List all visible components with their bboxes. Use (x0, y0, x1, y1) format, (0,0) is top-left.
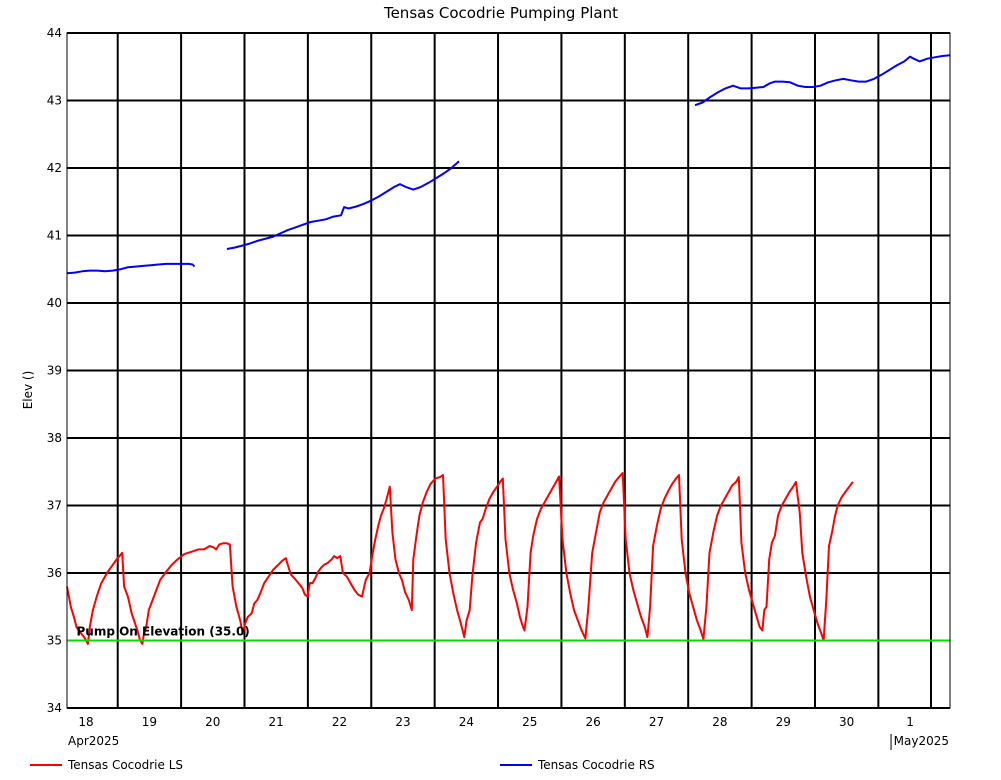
x-tick-labels: 18 19 20 21 22 23 24 25 26 27 28 29 30 1 Apr2025 May202… (68, 715, 949, 750)
x-tick-label: 1 (906, 715, 914, 729)
x-tick-label: 19 (142, 715, 157, 729)
reference-layer: Pump On Elevation (35.0) (67, 625, 950, 642)
x-tick-label: 22 (332, 715, 347, 729)
y-tick-label: 35 (47, 634, 62, 648)
y-tick-label: 36 (47, 566, 62, 580)
gridlines (67, 32, 950, 709)
legend: Tensas Cocodrie LS Tensas Cocodrie RS (30, 758, 655, 772)
month-label: May2025 (894, 734, 949, 748)
y-tick-label: 38 (47, 431, 62, 445)
x-tick-label: 28 (712, 715, 727, 729)
series-line-ls (66, 472, 854, 645)
y-axis-label: Elev () (21, 371, 35, 410)
x-tick-label: 29 (776, 715, 791, 729)
plot-frame (66, 32, 951, 709)
month-label: Apr2025 (68, 734, 119, 748)
x-tick-label: 27 (649, 715, 664, 729)
y-tick-label: 34 (47, 701, 62, 715)
legend-label: Tensas Cocodrie LS (67, 758, 183, 772)
y-tick-label: 43 (47, 94, 62, 108)
y-tick-labels: 34 35 36 37 38 39 40 41 42 43 44 (47, 26, 62, 715)
legend-label: Tensas Cocodrie RS (537, 758, 655, 772)
x-tick-label: 25 (522, 715, 537, 729)
y-tick-label: 41 (47, 229, 62, 243)
y-tick-label: 40 (47, 296, 62, 310)
x-tick-label: 24 (459, 715, 474, 729)
x-tick-label: 20 (205, 715, 220, 729)
series-layer (66, 54, 951, 645)
pump-on-label: Pump On Elevation (35.0) (77, 625, 250, 639)
y-tick-label: 37 (47, 499, 62, 513)
x-tick-label: 21 (269, 715, 284, 729)
y-tick-label: 39 (47, 364, 62, 378)
x-tick-label: 18 (78, 715, 93, 729)
chart-title: Tensas Cocodrie Pumping Plant (383, 4, 618, 22)
series-line-rs (66, 262, 196, 275)
series-line-rs (694, 54, 951, 107)
y-tick-label: 44 (47, 26, 62, 40)
x-tick-label: 30 (839, 715, 854, 729)
series-line-rs (226, 160, 460, 250)
x-tick-label: 23 (395, 715, 410, 729)
x-tick-label: 26 (585, 715, 600, 729)
y-tick-label: 42 (47, 161, 62, 175)
